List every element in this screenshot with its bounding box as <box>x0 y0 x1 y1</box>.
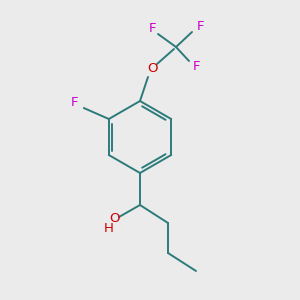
Text: O: O <box>110 212 120 226</box>
Text: F: F <box>196 20 204 32</box>
Text: H: H <box>104 223 114 236</box>
Text: F: F <box>71 95 79 109</box>
Text: F: F <box>192 61 200 74</box>
Text: F: F <box>148 22 156 34</box>
Text: O: O <box>147 62 157 76</box>
